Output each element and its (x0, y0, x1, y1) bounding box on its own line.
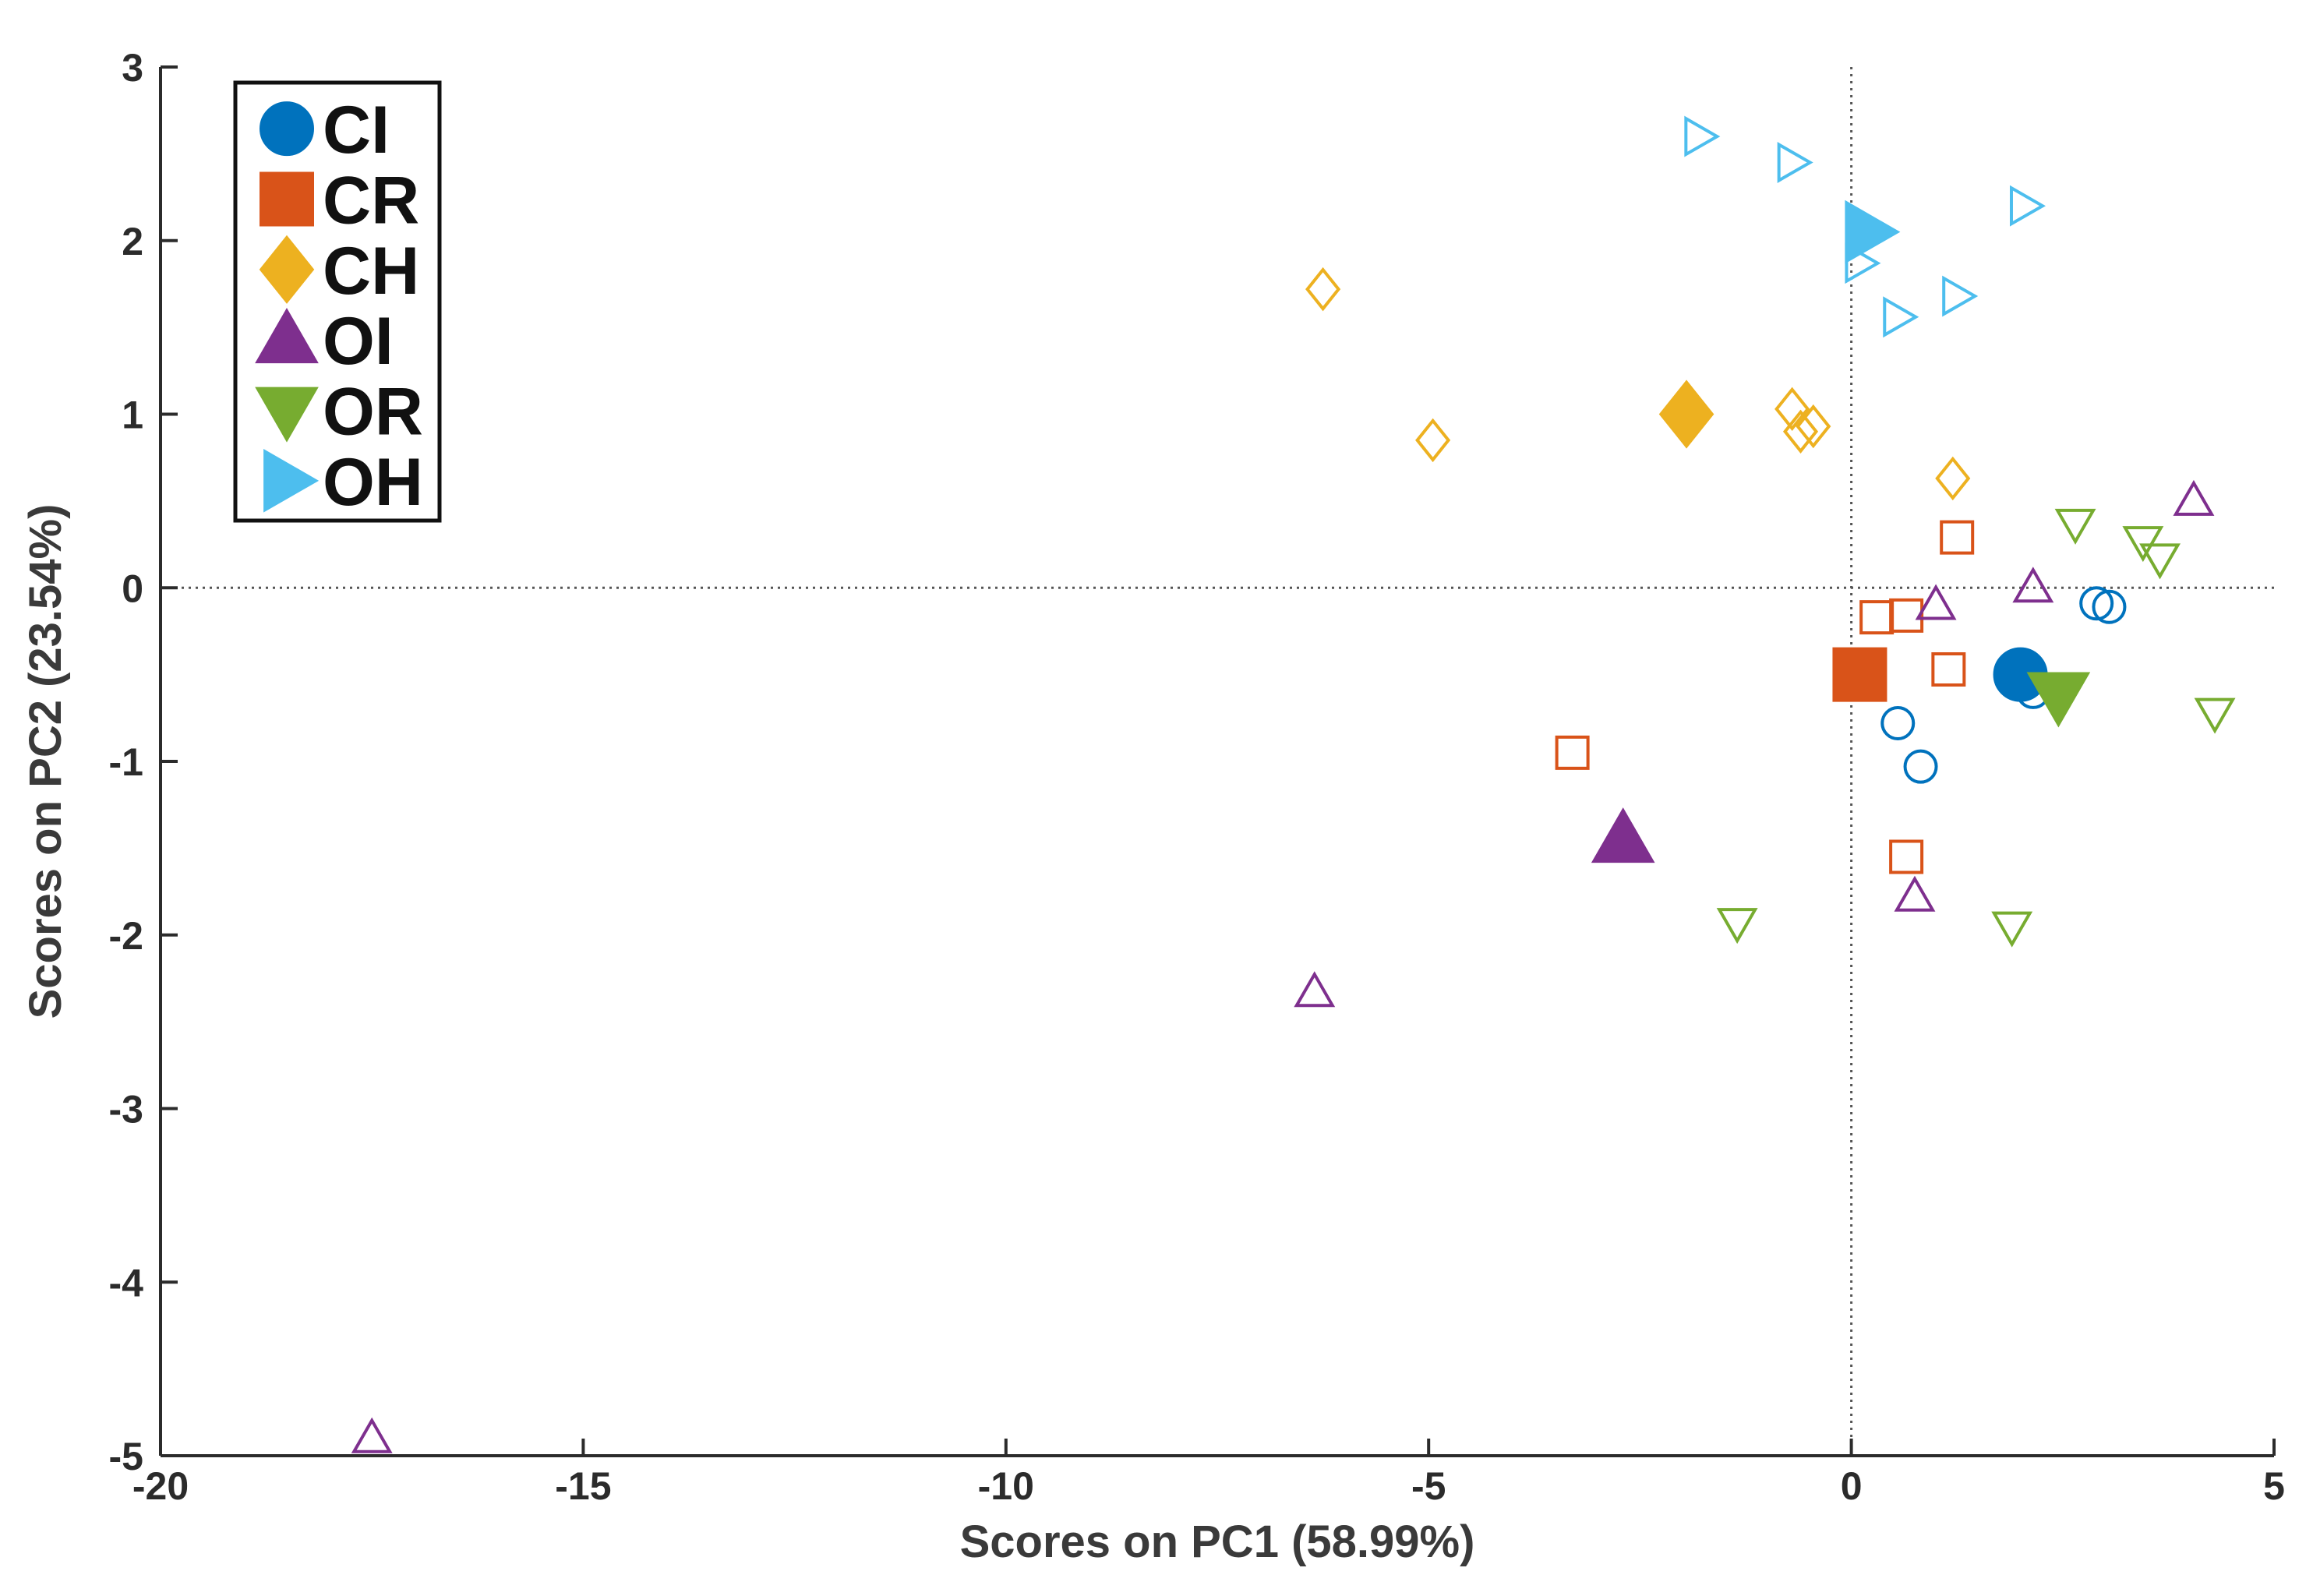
point-ch (1305, 267, 1341, 312)
point-cr (1889, 839, 1924, 874)
point-ci (2079, 586, 2114, 621)
point-cr (1931, 651, 1966, 687)
point-oi (351, 1417, 393, 1453)
point-oi (1294, 971, 1336, 1008)
point-oh (1777, 142, 1813, 183)
y-tick-label: 3 (122, 46, 143, 90)
x-tick-label: -20 (132, 1464, 189, 1508)
point-ci (1903, 749, 1938, 784)
point-or (2139, 543, 2181, 580)
legend-box (233, 80, 442, 523)
x-tick-label: 5 (2263, 1464, 2285, 1508)
y-tick-label: 2 (122, 220, 143, 263)
centroid-oi (1591, 807, 1655, 863)
axes (159, 67, 2274, 1457)
point-ci (1880, 705, 1916, 740)
point-or (2054, 508, 2096, 545)
y-tick-label: 0 (122, 567, 143, 610)
legend-label-or: OR (323, 375, 423, 450)
y-tick-label: -5 (109, 1435, 143, 1478)
point-ci (2092, 589, 2127, 624)
legend-marker-cr (260, 171, 314, 227)
centroid-cr (1832, 647, 1887, 702)
point-or (1991, 911, 2033, 948)
point-oh (1883, 296, 1919, 338)
legend-label-ch: CH (323, 234, 419, 309)
centroid-ch (1658, 380, 1714, 449)
x-tick-label: -10 (978, 1464, 1034, 1508)
point-oi (2173, 479, 2215, 516)
centroid-points (1591, 200, 2091, 863)
point-ch (1782, 409, 1819, 454)
point-oh (1845, 242, 1881, 284)
x-axis-title: Scores on PC1 (58.99%) (960, 1517, 1475, 1567)
centroid-or (2026, 672, 2091, 728)
point-oh (2009, 185, 2046, 227)
point-oi (1894, 875, 1936, 912)
y-tick-label: -1 (109, 740, 143, 784)
point-cr (1555, 735, 1590, 770)
point-cr (1940, 520, 1975, 555)
y-axis-title: Scores on PC2 (23.54%) (20, 504, 71, 1019)
y-tick-label: -3 (109, 1088, 143, 1132)
point-oh (1684, 115, 1721, 157)
legend-label-oi: OI (323, 304, 394, 379)
point-ch (1415, 418, 1451, 463)
data-points (351, 115, 2236, 1453)
point-ch (1796, 404, 1831, 449)
point-or (1716, 908, 1758, 945)
legend-marker-oh (263, 449, 320, 513)
point-or (2194, 697, 2236, 734)
point-oi (2012, 567, 2054, 603)
legend-marker-ci (260, 101, 314, 157)
legend-marker-or (255, 387, 319, 443)
centroid-oh (1845, 200, 1901, 264)
legend-label-ci: CI (323, 93, 390, 168)
point-cr (1859, 600, 1895, 635)
reference-lines (161, 67, 2274, 1456)
point-ch (1774, 387, 1810, 432)
point-ch (1935, 456, 1971, 501)
y-tick-label: -4 (109, 1261, 144, 1305)
y-tick-label: -2 (109, 914, 143, 958)
point-or (2122, 526, 2164, 563)
legend-marker-ch (259, 235, 315, 304)
x-tick-label: 0 (1841, 1464, 1863, 1508)
legend-label-cr: CR (323, 164, 419, 238)
point-oi (1915, 584, 1957, 620)
point-cr (1889, 598, 1924, 633)
point-oh (1942, 275, 1979, 317)
legend-marker-oi (255, 308, 319, 364)
x-tick-label: -15 (555, 1464, 611, 1508)
legend-label-oh: OH (323, 445, 423, 520)
y-tick-label: 1 (122, 394, 143, 437)
x-tick-label: -5 (1411, 1464, 1446, 1508)
